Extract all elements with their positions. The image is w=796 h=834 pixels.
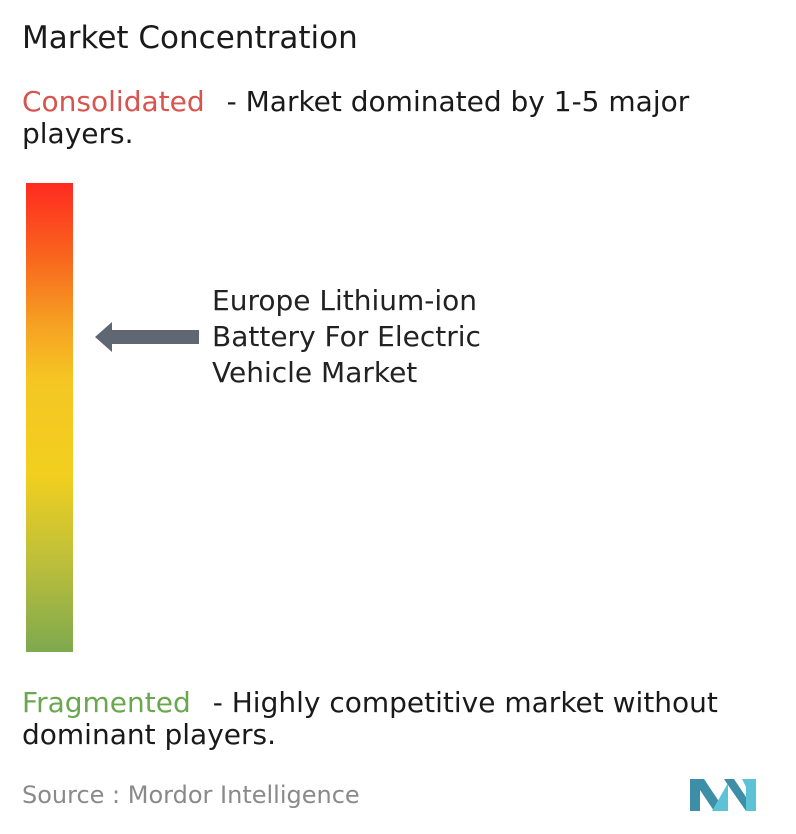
market-name-label: Europe Lithium-ion Battery For Electric …: [212, 284, 481, 389]
fragmented-description: Fragmented - Highly competitive market wi…: [22, 687, 792, 751]
concentration-gradient-bar: [26, 183, 73, 652]
source-credit: Source : Mordor Intelligence: [22, 781, 360, 809]
consolidated-text: - Market dominated by 1-5 major players.: [22, 85, 690, 150]
fragmented-label: Fragmented: [22, 686, 191, 719]
market-position-arrow-icon: [95, 322, 199, 352]
mordor-intelligence-logo: [690, 779, 756, 811]
fragmented-text: - Highly competitive market without domi…: [22, 686, 718, 751]
chart-title: Market Concentration: [22, 20, 358, 56]
consolidated-label: Consolidated: [22, 85, 205, 118]
consolidated-description: Consolidated - Market dominated by 1-5 ma…: [22, 86, 792, 150]
